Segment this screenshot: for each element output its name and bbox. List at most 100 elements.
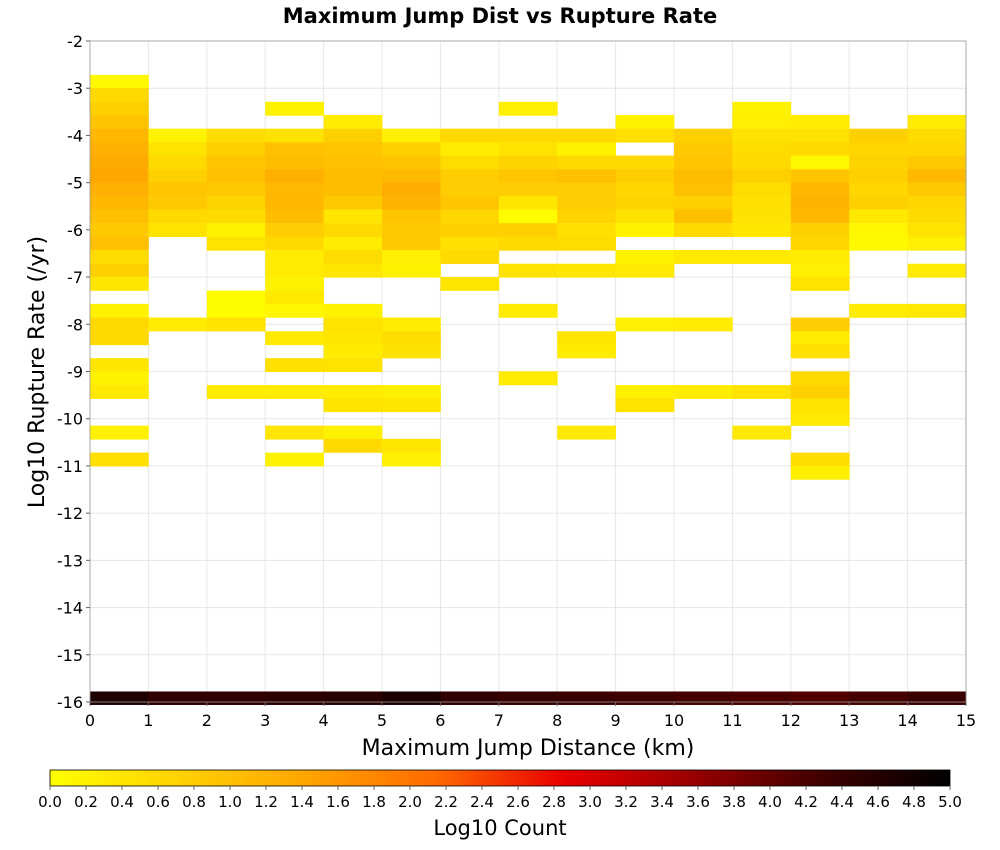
heatmap-cell xyxy=(265,209,324,224)
heatmap-cell xyxy=(382,155,441,170)
heatmap-cell xyxy=(849,209,908,224)
heatmap-cell xyxy=(90,223,149,238)
heatmap-cell-bottom xyxy=(790,691,850,705)
heatmap-cell xyxy=(498,209,558,224)
x-tick-label: 5 xyxy=(377,711,387,730)
heatmap-cell xyxy=(90,182,149,197)
x-tick-label: 14 xyxy=(897,711,917,730)
heatmap-cell xyxy=(440,196,500,211)
x-tick-label: 15 xyxy=(956,711,976,730)
heatmap-cell xyxy=(557,196,616,211)
colorbar-tick-label: 0.2 xyxy=(74,793,98,811)
heatmap-cell xyxy=(498,101,558,116)
heatmap-cell xyxy=(849,155,908,170)
heatmap-cell xyxy=(148,155,208,170)
heatmap-cell xyxy=(674,169,733,184)
colorbar-tick-label: 0.0 xyxy=(38,793,62,811)
heatmap-cell xyxy=(790,196,850,211)
heatmap-cell xyxy=(206,142,266,157)
y-tick-label: -10 xyxy=(57,410,83,429)
heatmap-cell xyxy=(382,223,441,238)
heatmap-cell xyxy=(790,465,850,480)
heatmap-cell xyxy=(790,371,850,386)
x-tick-label: 1 xyxy=(143,711,153,730)
y-tick-label: -6 xyxy=(67,221,83,240)
colorbar-tick-label: 2.2 xyxy=(434,793,458,811)
heatmap-cell xyxy=(557,209,616,224)
heatmap-cell xyxy=(498,142,558,157)
heatmap-cell xyxy=(265,276,324,291)
heatmap-cell-bottom xyxy=(615,691,675,705)
colorbar-tick-label: 1.8 xyxy=(362,793,386,811)
heatmap-cell xyxy=(440,250,500,264)
heatmap-cell xyxy=(90,452,149,467)
heatmap-cell xyxy=(90,303,149,318)
heatmap-cell xyxy=(323,223,383,238)
heatmap-cell xyxy=(148,209,208,224)
heatmap-cell xyxy=(674,317,733,332)
heatmap-cell-bottom xyxy=(732,691,792,705)
colorbar-tick-label: 3.8 xyxy=(722,793,746,811)
heatmap-cell xyxy=(907,236,967,251)
heatmap-cell xyxy=(206,290,266,305)
heatmap-cell xyxy=(907,209,967,224)
heatmap-cell xyxy=(90,358,149,373)
colorbar-tick-label: 0.6 xyxy=(146,793,170,811)
heatmap-cell-bottom xyxy=(849,691,908,705)
heatmap-cell xyxy=(323,344,383,359)
heatmap-cell xyxy=(265,182,324,197)
heatmap-cell xyxy=(557,344,616,359)
heatmap-cell xyxy=(498,371,558,386)
heatmap-cell xyxy=(440,223,500,238)
heatmap-cell xyxy=(440,236,500,251)
heatmap-cell xyxy=(265,331,324,346)
heatmap-cell xyxy=(790,317,850,332)
heatmap-cell xyxy=(790,114,850,129)
heatmap-cell xyxy=(615,223,675,238)
heatmap-cell xyxy=(557,223,616,238)
heatmap-cell xyxy=(907,263,967,278)
heatmap-cell xyxy=(849,196,908,211)
heatmap-cell xyxy=(90,250,149,264)
heatmap-cell xyxy=(90,371,149,386)
heatmap-cell xyxy=(323,358,383,373)
heatmap-cell xyxy=(206,182,266,197)
colorbar-tick-label: 2.8 xyxy=(542,793,566,811)
heatmap-cell xyxy=(790,276,850,291)
heatmap-cell xyxy=(849,236,908,251)
heatmap-cell xyxy=(907,223,967,238)
heatmap-cell xyxy=(615,250,675,264)
heatmap-cell xyxy=(323,250,383,264)
heatmap-cell xyxy=(382,128,441,143)
heatmap-cell xyxy=(90,425,149,440)
heatmap-cell xyxy=(90,128,149,143)
heatmap-cell xyxy=(674,182,733,197)
y-tick-label: -3 xyxy=(67,79,83,98)
heatmap-cell xyxy=(265,358,324,373)
heatmap-cell xyxy=(498,155,558,170)
colorbar-tick-label: 1.2 xyxy=(254,793,278,811)
heatmap-cell xyxy=(907,169,967,184)
heatmap-cell xyxy=(265,155,324,170)
heatmap-cell xyxy=(206,209,266,224)
heatmap-cell xyxy=(323,155,383,170)
colorbar-tick-label: 2.4 xyxy=(470,793,494,811)
heatmap-cell xyxy=(382,142,441,157)
heatmap-cell xyxy=(907,142,967,157)
heatmap-cell xyxy=(790,263,850,278)
heatmap-cell xyxy=(265,128,324,143)
x-tick-label: 8 xyxy=(552,711,562,730)
heatmap-cell xyxy=(265,101,324,116)
heatmap-cell xyxy=(615,114,675,129)
heatmap-cell xyxy=(498,263,558,278)
heatmap-cell xyxy=(849,128,908,143)
heatmap-cell xyxy=(323,263,383,278)
heatmap-cell xyxy=(732,250,792,264)
heatmap-cell xyxy=(323,331,383,346)
heatmap-cell xyxy=(265,385,324,399)
heatmap-cell xyxy=(907,182,967,197)
heatmap-cell xyxy=(265,290,324,305)
heatmap-cell xyxy=(790,142,850,157)
heatmap-cell xyxy=(206,303,266,318)
heatmap-cell xyxy=(849,169,908,184)
